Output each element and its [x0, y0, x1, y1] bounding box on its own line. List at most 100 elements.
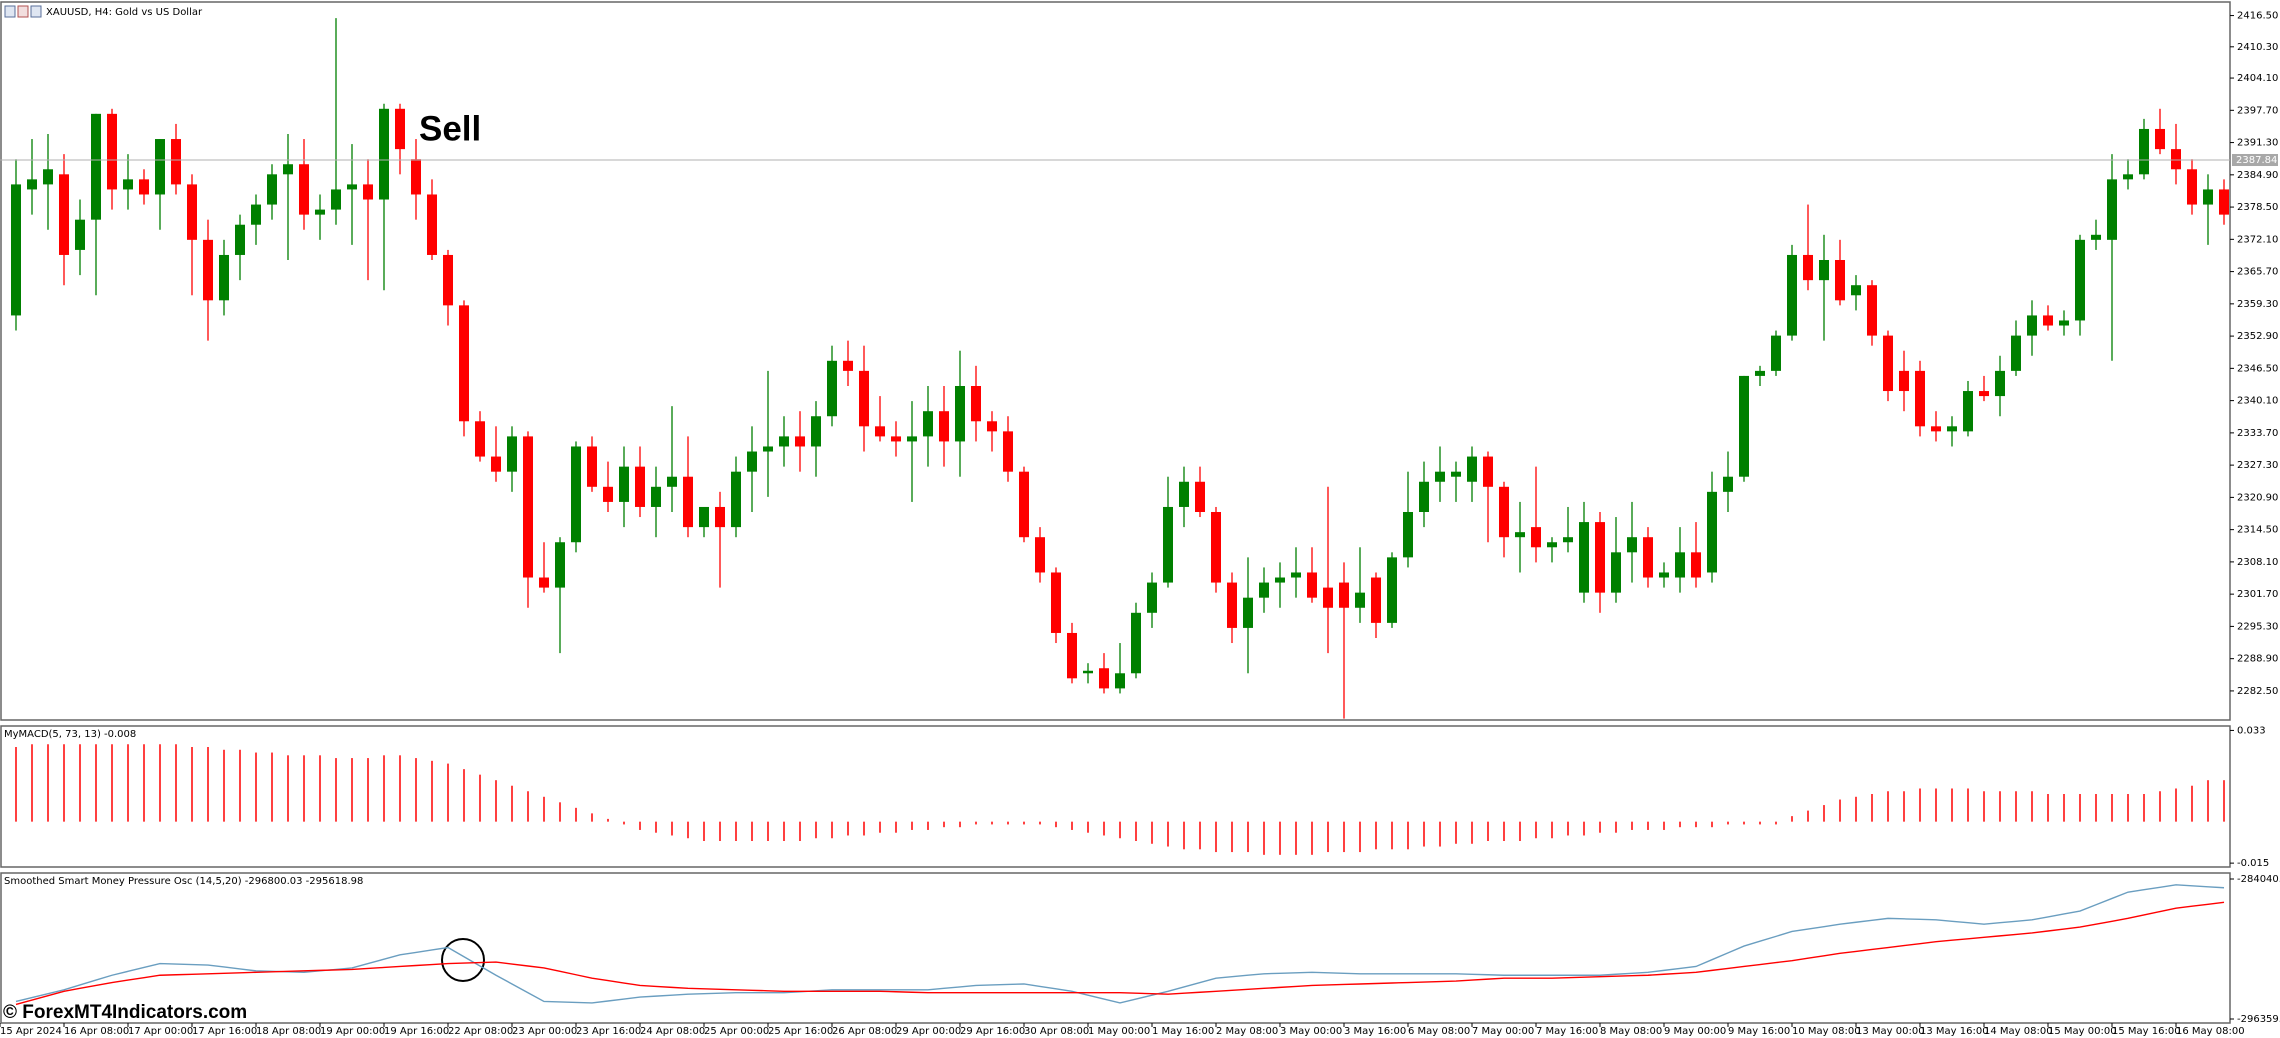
- candle-body: [59, 174, 69, 255]
- candle-body: [1083, 670, 1093, 674]
- candle-body: [1387, 557, 1397, 623]
- x-tick-label: 15 Apr 2024: [0, 1026, 62, 1037]
- candle-body: [75, 219, 85, 250]
- candle-body: [1243, 597, 1253, 628]
- annotation: Sell: [419, 109, 481, 148]
- candle-body: [1115, 673, 1125, 689]
- candle-body: [1915, 370, 1925, 427]
- x-tick-label: 15 May 16:00: [2112, 1026, 2181, 1037]
- x-tick-label: 3 May 00:00: [1280, 1026, 1342, 1037]
- icon: [30, 5, 42, 18]
- candle-body: [939, 411, 949, 442]
- watermark: © ForexMT4Indicators.com: [3, 1002, 247, 1023]
- x-tick-label: 7 May 00:00: [1472, 1026, 1534, 1037]
- candle-body: [1323, 587, 1333, 608]
- y-tick-label: 2314.50: [2237, 525, 2278, 536]
- candle-body: [203, 239, 213, 301]
- osc-pane-frame: [0, 872, 2231, 1024]
- candle-body: [1355, 592, 1365, 608]
- candle-body: [2043, 315, 2053, 326]
- candle-body: [587, 446, 597, 487]
- y-tick-label: 0.033: [2237, 725, 2266, 736]
- candle-body: [251, 204, 261, 225]
- candle-body: [1051, 572, 1061, 633]
- candle-body: [1531, 527, 1541, 548]
- x-tick-label: 7 May 16:00: [1536, 1026, 1598, 1037]
- candle-body: [507, 436, 517, 472]
- candle-body: [1259, 582, 1269, 598]
- candle-body: [763, 446, 773, 452]
- candle-body: [1771, 335, 1781, 371]
- candle-body: [2139, 128, 2149, 175]
- icon: [4, 5, 16, 18]
- candle-body: [1195, 481, 1205, 512]
- x-tick-label: 9 May 16:00: [1728, 1026, 1790, 1037]
- y-tick-label: 2295.30: [2237, 621, 2278, 632]
- y-tick-label: 2346.50: [2237, 363, 2278, 374]
- x-tick-label: 8 May 08:00: [1600, 1026, 1662, 1037]
- candle-body: [155, 139, 165, 195]
- candle-body: [427, 194, 437, 255]
- candle-body: [1483, 456, 1493, 487]
- candle-body: [475, 421, 485, 457]
- candle-body: [235, 224, 245, 255]
- y-tick-label: 2404.10: [2237, 73, 2278, 84]
- candle-body: [2187, 169, 2197, 205]
- candle-body: [443, 254, 453, 306]
- macd-title: MyMACD(5, 73, 13) -0.008: [4, 729, 136, 740]
- candle-body: [379, 108, 389, 200]
- candle-body: [1643, 537, 1653, 578]
- candle-body: [1003, 431, 1013, 472]
- x-tick-label: 13 May 00:00: [1856, 1026, 1925, 1037]
- candle-body: [635, 466, 645, 507]
- candle-body: [1419, 481, 1429, 512]
- candle-body: [2107, 179, 2117, 240]
- y-tick-label: 2397.70: [2237, 105, 2278, 116]
- y-tick-label: 2340.10: [2237, 396, 2278, 407]
- candle-body: [1595, 522, 1605, 593]
- macd-pane-frame: [0, 725, 2231, 868]
- x-tick-label: 16 Apr 08:00: [64, 1026, 129, 1037]
- x-tick-label: 25 Apr 00:00: [704, 1026, 769, 1037]
- toolbar-icons: [4, 5, 42, 18]
- y-tick-label: -284040.76: [2237, 874, 2280, 885]
- candle-body: [1131, 612, 1141, 674]
- x-tick-label: 30 Apr 08:00: [1024, 1026, 1089, 1037]
- x-tick-label: 22 Apr 08:00: [448, 1026, 513, 1037]
- candle-body: [219, 254, 229, 301]
- x-tick-label: 26 Apr 08:00: [832, 1026, 897, 1037]
- candle-body: [795, 436, 805, 447]
- y-tick-label: 2378.50: [2237, 202, 2278, 213]
- candle-body: [875, 426, 885, 437]
- x-tick-label: 3 May 16:00: [1344, 1026, 1406, 1037]
- osc-line: [15, 901, 2225, 1006]
- candle-body: [1451, 471, 1461, 477]
- candle-body: [1947, 426, 1957, 432]
- candle-body: [1755, 370, 1765, 376]
- candle-body: [1675, 552, 1685, 578]
- candle-body: [11, 184, 21, 316]
- candle-body: [331, 189, 341, 210]
- candle-body: [395, 108, 405, 150]
- candle-body: [491, 456, 501, 472]
- candle-body: [1547, 542, 1557, 548]
- candle-body: [2091, 234, 2101, 240]
- candle-body: [539, 577, 549, 588]
- candle-body: [27, 179, 37, 190]
- candle-body: [1963, 391, 1973, 432]
- x-tick-label: 24 Apr 08:00: [640, 1026, 705, 1037]
- x-tick-label: 19 Apr 00:00: [320, 1026, 385, 1037]
- x-tick-label: 14 May 08:00: [1984, 1026, 2053, 1037]
- candle-body: [683, 476, 693, 528]
- icon: [17, 5, 29, 18]
- candle-body: [315, 209, 325, 215]
- x-tick-label: 18 Apr 08:00: [256, 1026, 321, 1037]
- candle-body: [1995, 370, 2005, 397]
- candle-body: [1867, 285, 1877, 336]
- y-tick-label: 2288.90: [2237, 654, 2278, 665]
- y-tick-label: 2372.10: [2237, 234, 2278, 245]
- x-tick-label: 17 Apr 00:00: [128, 1026, 193, 1037]
- candle-body: [1579, 522, 1589, 593]
- x-tick-label: 1 May 00:00: [1088, 1026, 1150, 1037]
- y-tick-label: 2384.90: [2237, 170, 2278, 181]
